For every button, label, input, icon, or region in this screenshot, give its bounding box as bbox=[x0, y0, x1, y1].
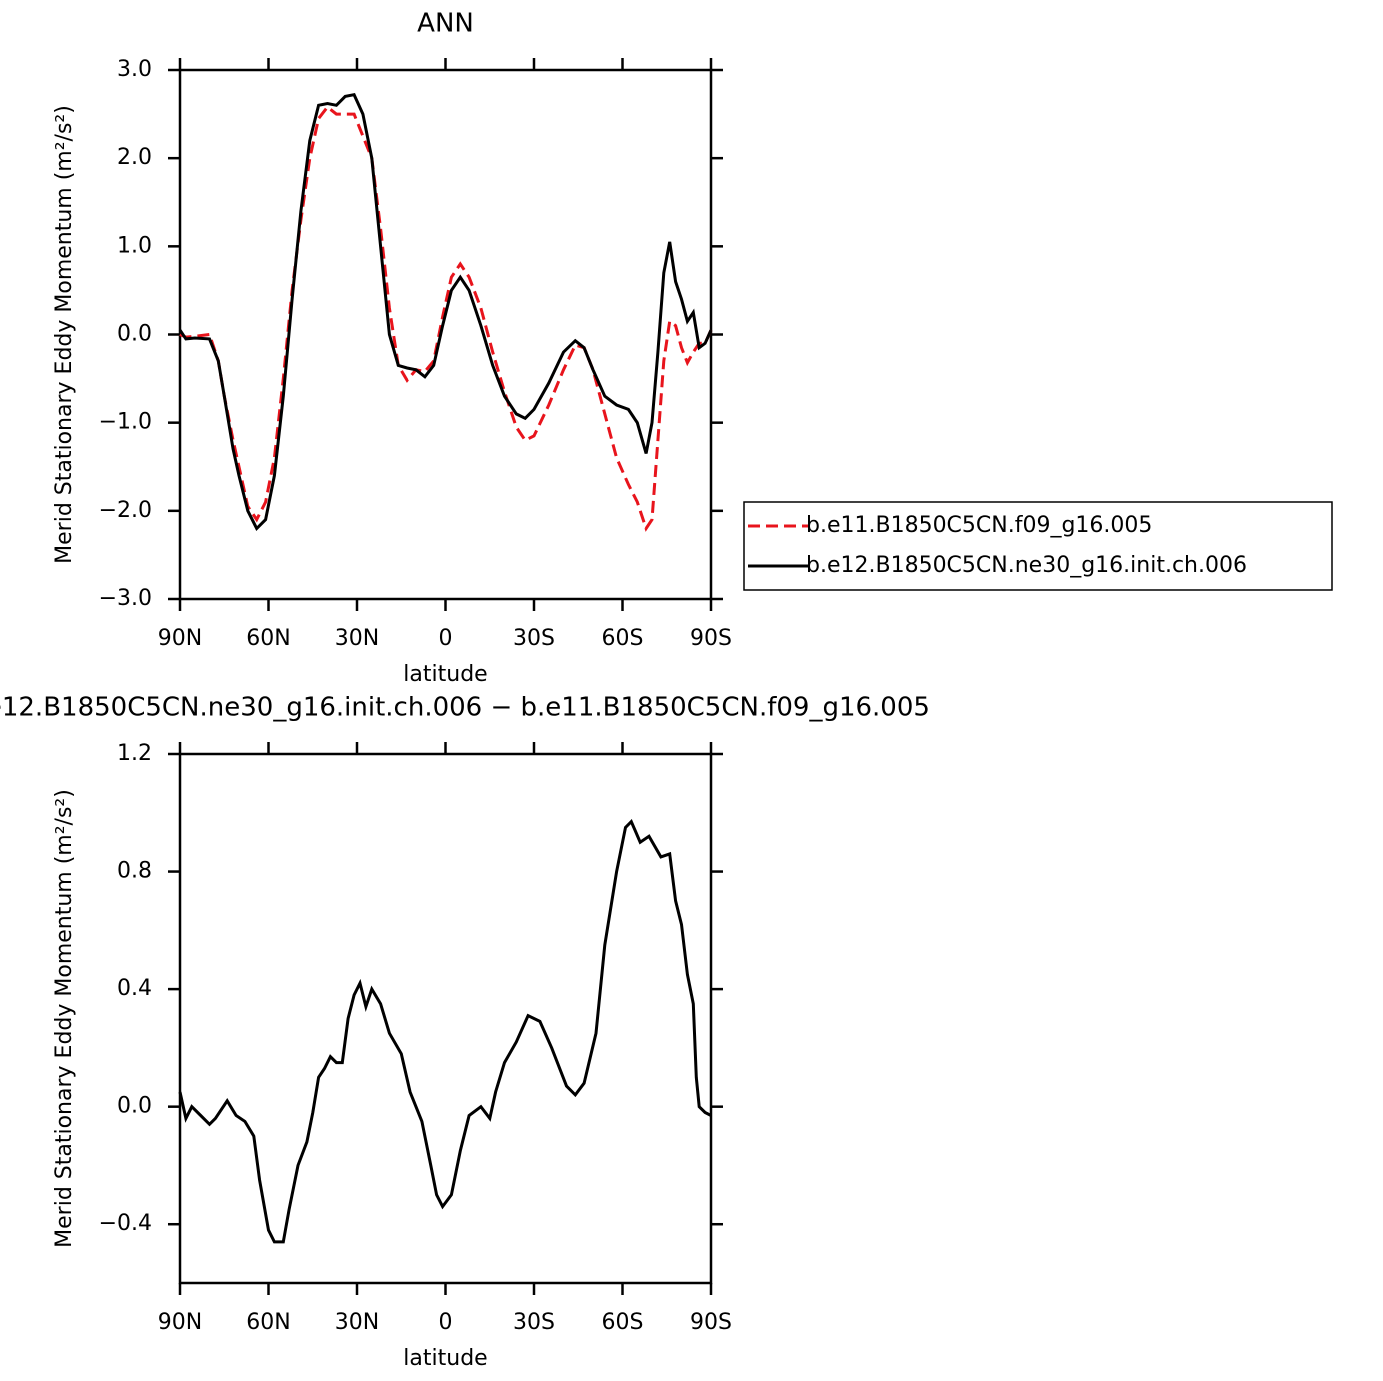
legend-box bbox=[743, 501, 1333, 591]
x-tick-label: 90S bbox=[690, 626, 732, 651]
x-tick-label: 0 bbox=[439, 626, 453, 651]
x-tick-label: 60N bbox=[246, 626, 290, 651]
y-tick-label: 1.2 bbox=[117, 741, 152, 766]
data-line bbox=[178, 93, 713, 532]
x-axis-label: latitude bbox=[403, 662, 487, 687]
legend-label: b.e12.B1850C5CN.ne30_g16.init.ch.006 bbox=[806, 553, 1247, 578]
chart-title: b.e12.B1850C5CN.ne30_g16.init.ch.006 − b… bbox=[0, 693, 930, 723]
y-tick-label: −2.0 bbox=[99, 498, 152, 523]
y-tick-label: −1.0 bbox=[99, 410, 152, 435]
x-tick-label: 90S bbox=[690, 1310, 732, 1335]
y-axis-label: Merid Stationary Eddy Momentum (m²/s²) bbox=[52, 105, 77, 564]
x-tick-label: 30S bbox=[513, 1310, 555, 1335]
x-tick-label: 60S bbox=[602, 626, 644, 651]
x-axis-label: latitude bbox=[403, 1346, 487, 1371]
data-line bbox=[178, 818, 712, 1244]
chart-title: ANN bbox=[417, 9, 474, 39]
x-tick-label: 30N bbox=[335, 626, 379, 651]
y-tick-label: 2.0 bbox=[117, 145, 152, 170]
y-tick-label: 0.0 bbox=[117, 1094, 152, 1119]
x-tick-label: 30S bbox=[513, 626, 555, 651]
x-tick-label: 0 bbox=[439, 1310, 453, 1335]
y-tick-label: 3.0 bbox=[117, 57, 152, 82]
data-line bbox=[179, 104, 713, 532]
x-tick-label: 90N bbox=[158, 1310, 202, 1335]
y-tick-label: 0.4 bbox=[117, 976, 152, 1001]
y-tick-label: −0.4 bbox=[99, 1211, 152, 1236]
y-axis-label: Merid Stationary Eddy Momentum (m²/s²) bbox=[52, 789, 77, 1248]
x-tick-label: 30N bbox=[335, 1310, 379, 1335]
y-tick-label: 0.0 bbox=[117, 322, 152, 347]
x-tick-label: 60S bbox=[602, 1310, 644, 1335]
y-tick-label: −3.0 bbox=[99, 586, 152, 611]
y-tick-label: 0.8 bbox=[117, 859, 152, 884]
x-tick-label: 90N bbox=[158, 626, 202, 651]
y-tick-label: 1.0 bbox=[117, 233, 152, 258]
plot-frame bbox=[178, 752, 713, 1285]
plot-frame bbox=[178, 68, 713, 601]
x-tick-label: 60N bbox=[246, 1310, 290, 1335]
legend-label: b.e11.B1850C5CN.f09_g16.005 bbox=[806, 513, 1152, 538]
